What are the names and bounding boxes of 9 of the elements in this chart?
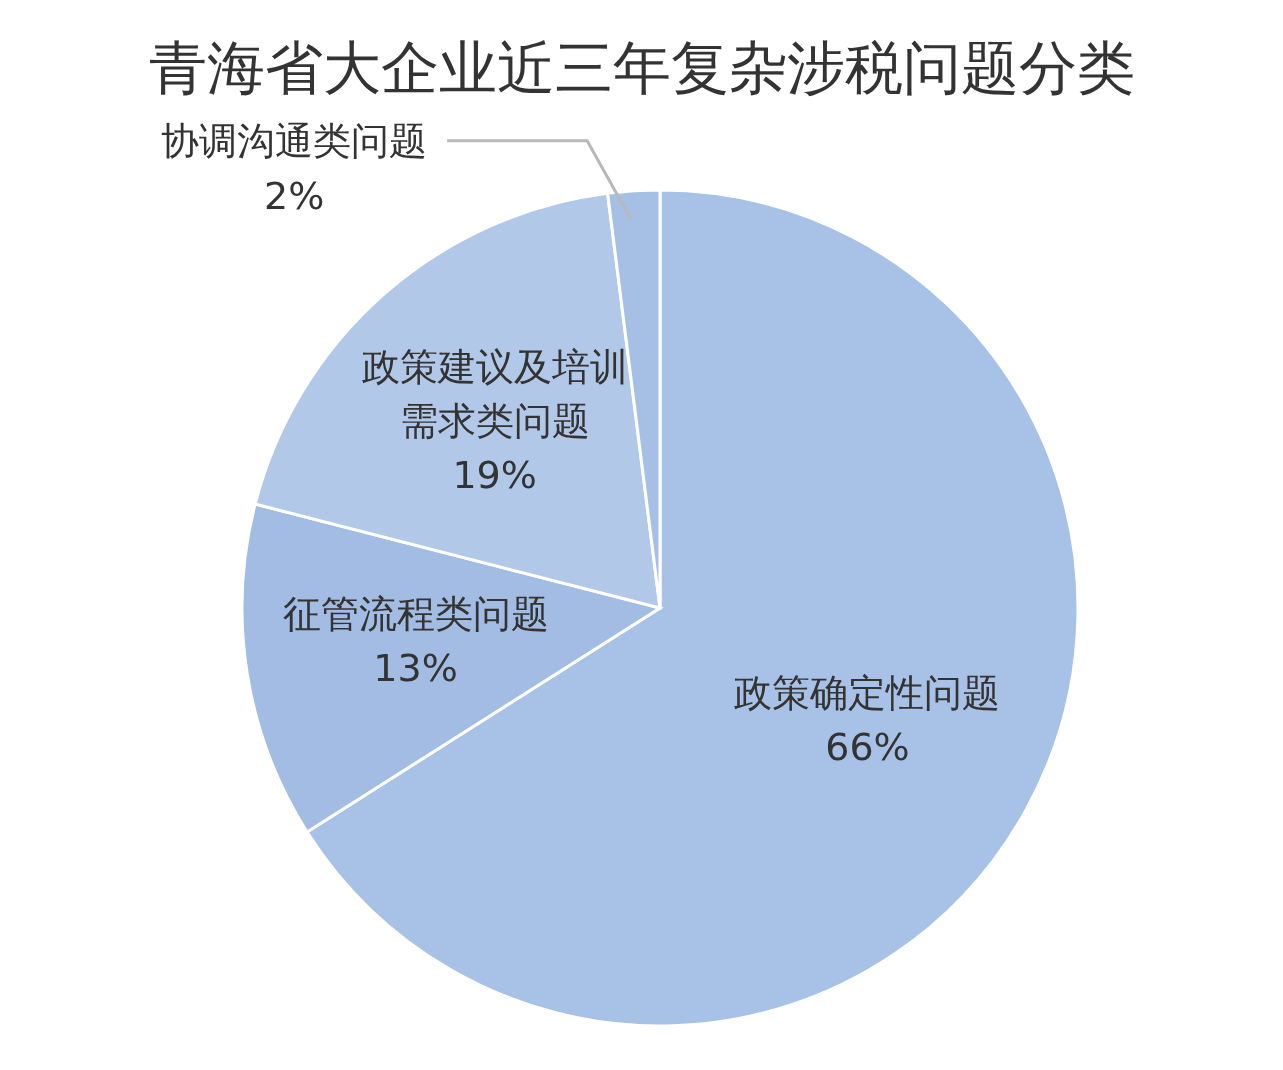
chart-title: 青海省大企业近三年复杂涉税问题分类 xyxy=(147,33,1136,104)
slice-label: 政策建议及培训需求类问题 xyxy=(361,345,628,444)
data-label: 2% xyxy=(264,173,325,218)
slice-label: 征管流程类问题 xyxy=(282,591,549,636)
data-label: 19% xyxy=(452,453,537,498)
slice-label: 政策确定性问题 xyxy=(734,670,1001,715)
data-label: 13% xyxy=(373,645,458,690)
data-label: 66% xyxy=(825,724,910,769)
slice-label: 协调沟通类问题 xyxy=(161,118,428,163)
